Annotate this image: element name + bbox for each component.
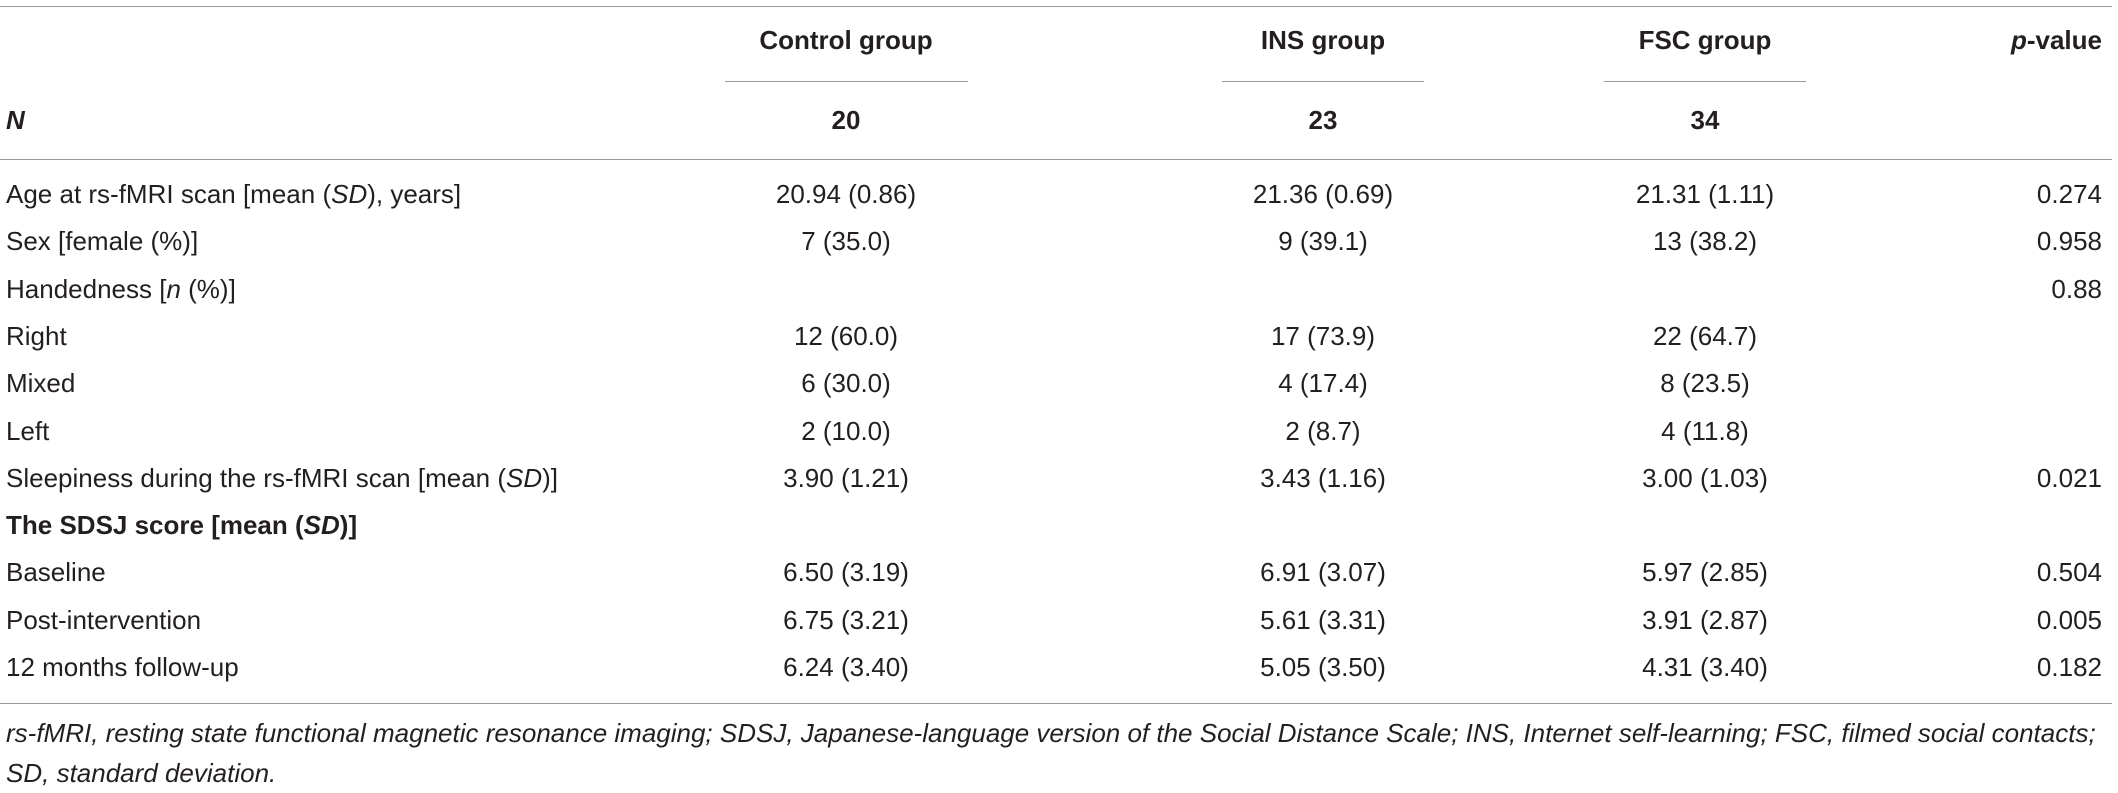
row-label-text: (%)] [180, 274, 236, 304]
table-cell-fsc: 21.31 (1.11) [1635, 179, 1775, 209]
row-label-text: Handedness [ [6, 274, 167, 304]
table-row-label: Left [6, 415, 49, 447]
table-header-rule [0, 159, 2112, 160]
table-cell-ins: 6.91 (3.07) [1260, 557, 1386, 587]
table-cell-control: 6.24 (3.40) [783, 652, 909, 682]
row-label-italic: n [166, 274, 181, 304]
n-fsc: 34 [1690, 105, 1720, 135]
table-cell-fsc: 3.00 (1.03) [1642, 463, 1768, 493]
row-label-text: Right [6, 321, 67, 351]
table-cell-ins: 3.43 (1.16) [1260, 463, 1386, 493]
header-fsc-group: FSC group [1638, 25, 1772, 55]
table-cell-ins: 17 (73.9) [1270, 321, 1376, 351]
header-control-group: Control group [759, 25, 933, 55]
row-label-text: )] [339, 510, 358, 540]
table-cell-ins: 5.61 (3.31) [1260, 605, 1386, 635]
row-label-italic: SD [506, 463, 543, 493]
row-label-text: )] [542, 463, 559, 493]
table-cell-ins: 9 (39.1) [1278, 226, 1368, 256]
row-label-text: Age at rs-fMRI scan [mean ( [6, 179, 332, 209]
table-top-rule [0, 6, 2112, 7]
table-row-label: 12 months follow-up [6, 651, 239, 683]
n-control: 20 [831, 105, 861, 135]
table-cell-p: 0.958 [2036, 226, 2102, 256]
table-row-label: Mixed [6, 367, 75, 399]
table-cell-fsc: 4 (11.8) [1661, 416, 1749, 446]
table-row-label: Age at rs-fMRI scan [mean (SD), years] [6, 178, 461, 210]
table-cell-control: 6.75 (3.21) [783, 605, 909, 635]
header-p-suffix: -value [2026, 25, 2102, 55]
table-cell-fsc: 5.97 (2.85) [1642, 557, 1768, 587]
table-cell-control: 2 (10.0) [801, 416, 891, 446]
n-ins: 23 [1308, 105, 1338, 135]
table-cell-fsc: 3.91 (2.87) [1642, 605, 1768, 635]
header-underline-fsc [1604, 81, 1806, 82]
table-cell-p: 0.021 [2036, 463, 2102, 493]
header-ins-group: INS group [1260, 25, 1386, 55]
table-row-label: Post-intervention [6, 604, 201, 636]
table-row-label: Sex [female (%)] [6, 225, 198, 257]
row-label-text: Mixed [6, 368, 76, 398]
header-underline-control [725, 81, 968, 82]
row-label-text: Baseline [6, 557, 106, 587]
row-label-italic: SD [303, 510, 340, 540]
header-p-letter: p [2010, 25, 2027, 55]
table-cell-control: 20.94 (0.86) [775, 179, 917, 209]
table-cell-ins: 2 (8.7) [1285, 416, 1361, 446]
table-row-label: Handedness [n (%)] [6, 273, 236, 305]
table-cell-fsc: 22 (64.7) [1652, 321, 1758, 351]
table-row-label: Baseline [6, 556, 106, 588]
table-cell-control: 3.90 (1.21) [783, 463, 909, 493]
table-cell-fsc: 13 (38.2) [1652, 226, 1758, 256]
table-cell-ins: 4 (17.4) [1278, 368, 1368, 398]
row-label-text: Sleepiness during the rs-fMRI scan [mean… [6, 463, 506, 493]
table-cell-ins: 5.05 (3.50) [1260, 652, 1386, 682]
row-label-text: Left [6, 416, 50, 446]
table-cell-p: 0.88 [2051, 274, 2102, 304]
table-cell-fsc: 8 (23.5) [1660, 368, 1750, 398]
row-label-text: ), years] [367, 179, 462, 209]
table-cell-control: 7 (35.0) [801, 226, 891, 256]
table-cell-control: 12 (60.0) [793, 321, 899, 351]
table-cell-p: 0.182 [2036, 652, 2102, 682]
row-label-text: Post-intervention [6, 605, 202, 635]
table-row-label: Right [6, 320, 67, 352]
row-label-text: The SDSJ score [mean ( [6, 510, 304, 540]
table-row-label: Sleepiness during the rs-fMRI scan [mean… [6, 462, 558, 494]
table-cell-p: 0.274 [2036, 179, 2102, 209]
table-bottom-rule [0, 703, 2112, 704]
row-label-text: 12 months follow-up [6, 652, 239, 682]
table-cell-ins: 21.36 (0.69) [1252, 179, 1394, 209]
table-cell-control: 6 (30.0) [801, 368, 891, 398]
table-cell-p: 0.005 [2036, 605, 2102, 635]
n-row-label: N [6, 105, 25, 135]
table-cell-fsc: 4.31 (3.40) [1642, 652, 1768, 682]
table-cell-p: 0.504 [2036, 557, 2102, 587]
table-footnote: rs-fMRI, resting state functional magnet… [6, 718, 2096, 788]
row-label-text: Sex [female (%)] [6, 226, 199, 256]
header-underline-ins [1222, 81, 1424, 82]
row-label-italic: SD [331, 179, 368, 209]
header-p-value: p-value [2011, 24, 2102, 56]
table-cell-control: 6.50 (3.19) [783, 557, 909, 587]
table-row-label: The SDSJ score [mean (SD)] [6, 509, 357, 541]
